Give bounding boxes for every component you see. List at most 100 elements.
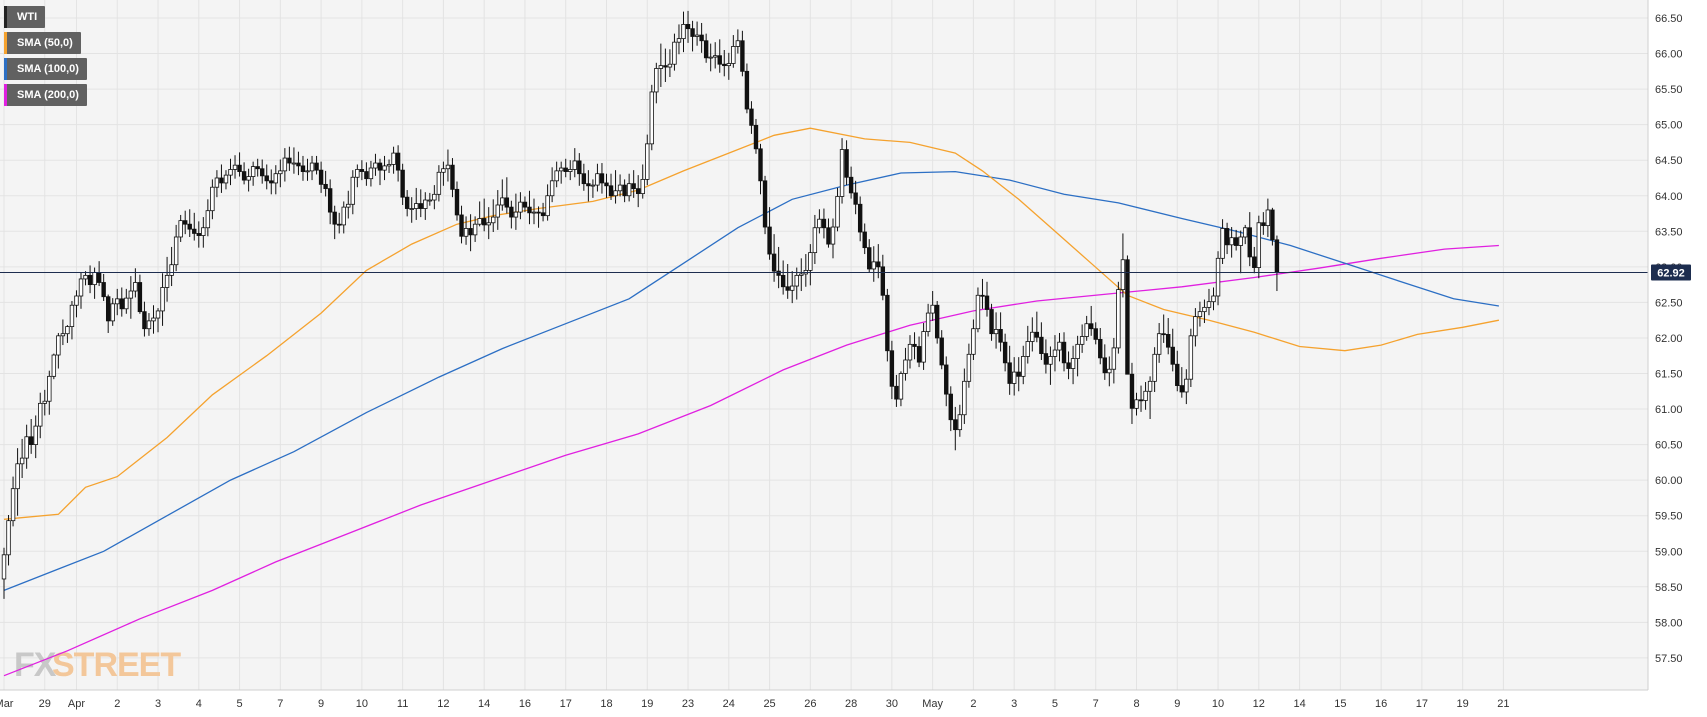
x-tick-label: 24 [723, 698, 735, 710]
candle-body-up [1079, 336, 1085, 345]
candle [481, 198, 487, 232]
candle [264, 164, 269, 190]
candle [694, 21, 700, 46]
candle [826, 218, 831, 248]
candle [980, 278, 985, 309]
candle [758, 143, 763, 195]
candle-body-down [1043, 353, 1049, 365]
candle [332, 205, 337, 240]
candle [726, 52, 731, 80]
candle [1021, 345, 1026, 385]
candle-body-down [142, 311, 147, 330]
candle [1039, 322, 1044, 360]
candle-body-up [1188, 335, 1194, 380]
candle-body-up [839, 149, 845, 197]
candle [391, 146, 396, 174]
candle [160, 273, 165, 326]
candle-body-up [830, 226, 836, 245]
candle [568, 160, 573, 181]
candle [649, 84, 654, 151]
candle [808, 244, 813, 286]
candle-body-up [1156, 333, 1162, 355]
sma200-line [3, 244, 1499, 677]
candle [930, 291, 935, 321]
candle [327, 179, 333, 225]
candle [921, 323, 926, 370]
watermark-fx: FX [14, 646, 57, 684]
candle [1048, 346, 1053, 385]
candle [260, 159, 265, 184]
candle [47, 370, 52, 415]
candle [690, 20, 695, 52]
candle [337, 212, 342, 234]
candle-body-up [155, 310, 161, 319]
candle [898, 371, 904, 407]
legend-item-sma200[interactable]: SMA (200,0) [4, 84, 87, 106]
candle [169, 246, 174, 287]
candle [228, 158, 233, 186]
candle [60, 319, 66, 346]
candle [38, 392, 43, 439]
candle [1034, 311, 1040, 343]
candle [971, 319, 976, 360]
legend-item-wti[interactable]: WTI [4, 6, 46, 28]
y-tick-label: 59.00 [1655, 546, 1683, 558]
candle [178, 214, 183, 242]
candle [1093, 322, 1098, 345]
candle-body-up [386, 164, 392, 167]
candle-body-up [341, 206, 346, 226]
candle [232, 155, 238, 179]
candle [142, 301, 147, 337]
candle-body-down [889, 350, 895, 387]
candle-body-up [735, 40, 741, 47]
candle [1066, 351, 1071, 380]
candle [15, 448, 20, 516]
candle-body-down [219, 177, 224, 184]
candle [10, 476, 16, 527]
candle-body-down [101, 282, 106, 298]
candle [916, 336, 922, 368]
candle-body-down [599, 173, 605, 184]
legend-item-sma50[interactable]: SMA (50,0) [4, 32, 81, 54]
candle [894, 374, 899, 407]
candle-body-down [636, 188, 641, 195]
candle [196, 221, 201, 248]
candle [663, 48, 668, 82]
x-tick-label: 30 [886, 698, 898, 710]
candle-body-up [110, 303, 115, 322]
candle-body-up [672, 41, 677, 65]
candle-body-up [69, 304, 75, 327]
candle-body-up [1070, 358, 1076, 369]
candle-body-down [948, 393, 953, 421]
candle [19, 438, 25, 479]
x-tick-label: 17 [560, 698, 572, 710]
candle-body-up [210, 186, 215, 212]
x-tick-label: 19 [641, 698, 653, 710]
candle-body-up [1030, 331, 1035, 342]
candle [509, 200, 514, 229]
candle-body-up [414, 203, 419, 209]
candle [373, 153, 378, 176]
candle-body-up [812, 227, 818, 254]
candle [586, 170, 591, 202]
candle-body-down [364, 171, 369, 180]
legend-item-sma100[interactable]: SMA (100,0) [4, 58, 87, 80]
candle [368, 160, 374, 187]
candle-body-up [518, 201, 523, 213]
candle-body-up [694, 34, 700, 37]
candle [250, 161, 256, 186]
candle-body-up [1229, 237, 1234, 246]
candle-body-down [953, 419, 958, 431]
candle [6, 514, 11, 566]
candle [201, 217, 206, 248]
candle-body-up [898, 373, 904, 400]
candle-body-up [246, 176, 251, 181]
candle-body-up [572, 160, 577, 170]
candle-body-down [1129, 373, 1135, 409]
candle-body-down [622, 184, 627, 197]
candle [223, 170, 229, 190]
candle-body-up [731, 46, 736, 64]
candle [192, 212, 197, 241]
candle-body-down [780, 274, 786, 288]
candle [545, 184, 550, 221]
